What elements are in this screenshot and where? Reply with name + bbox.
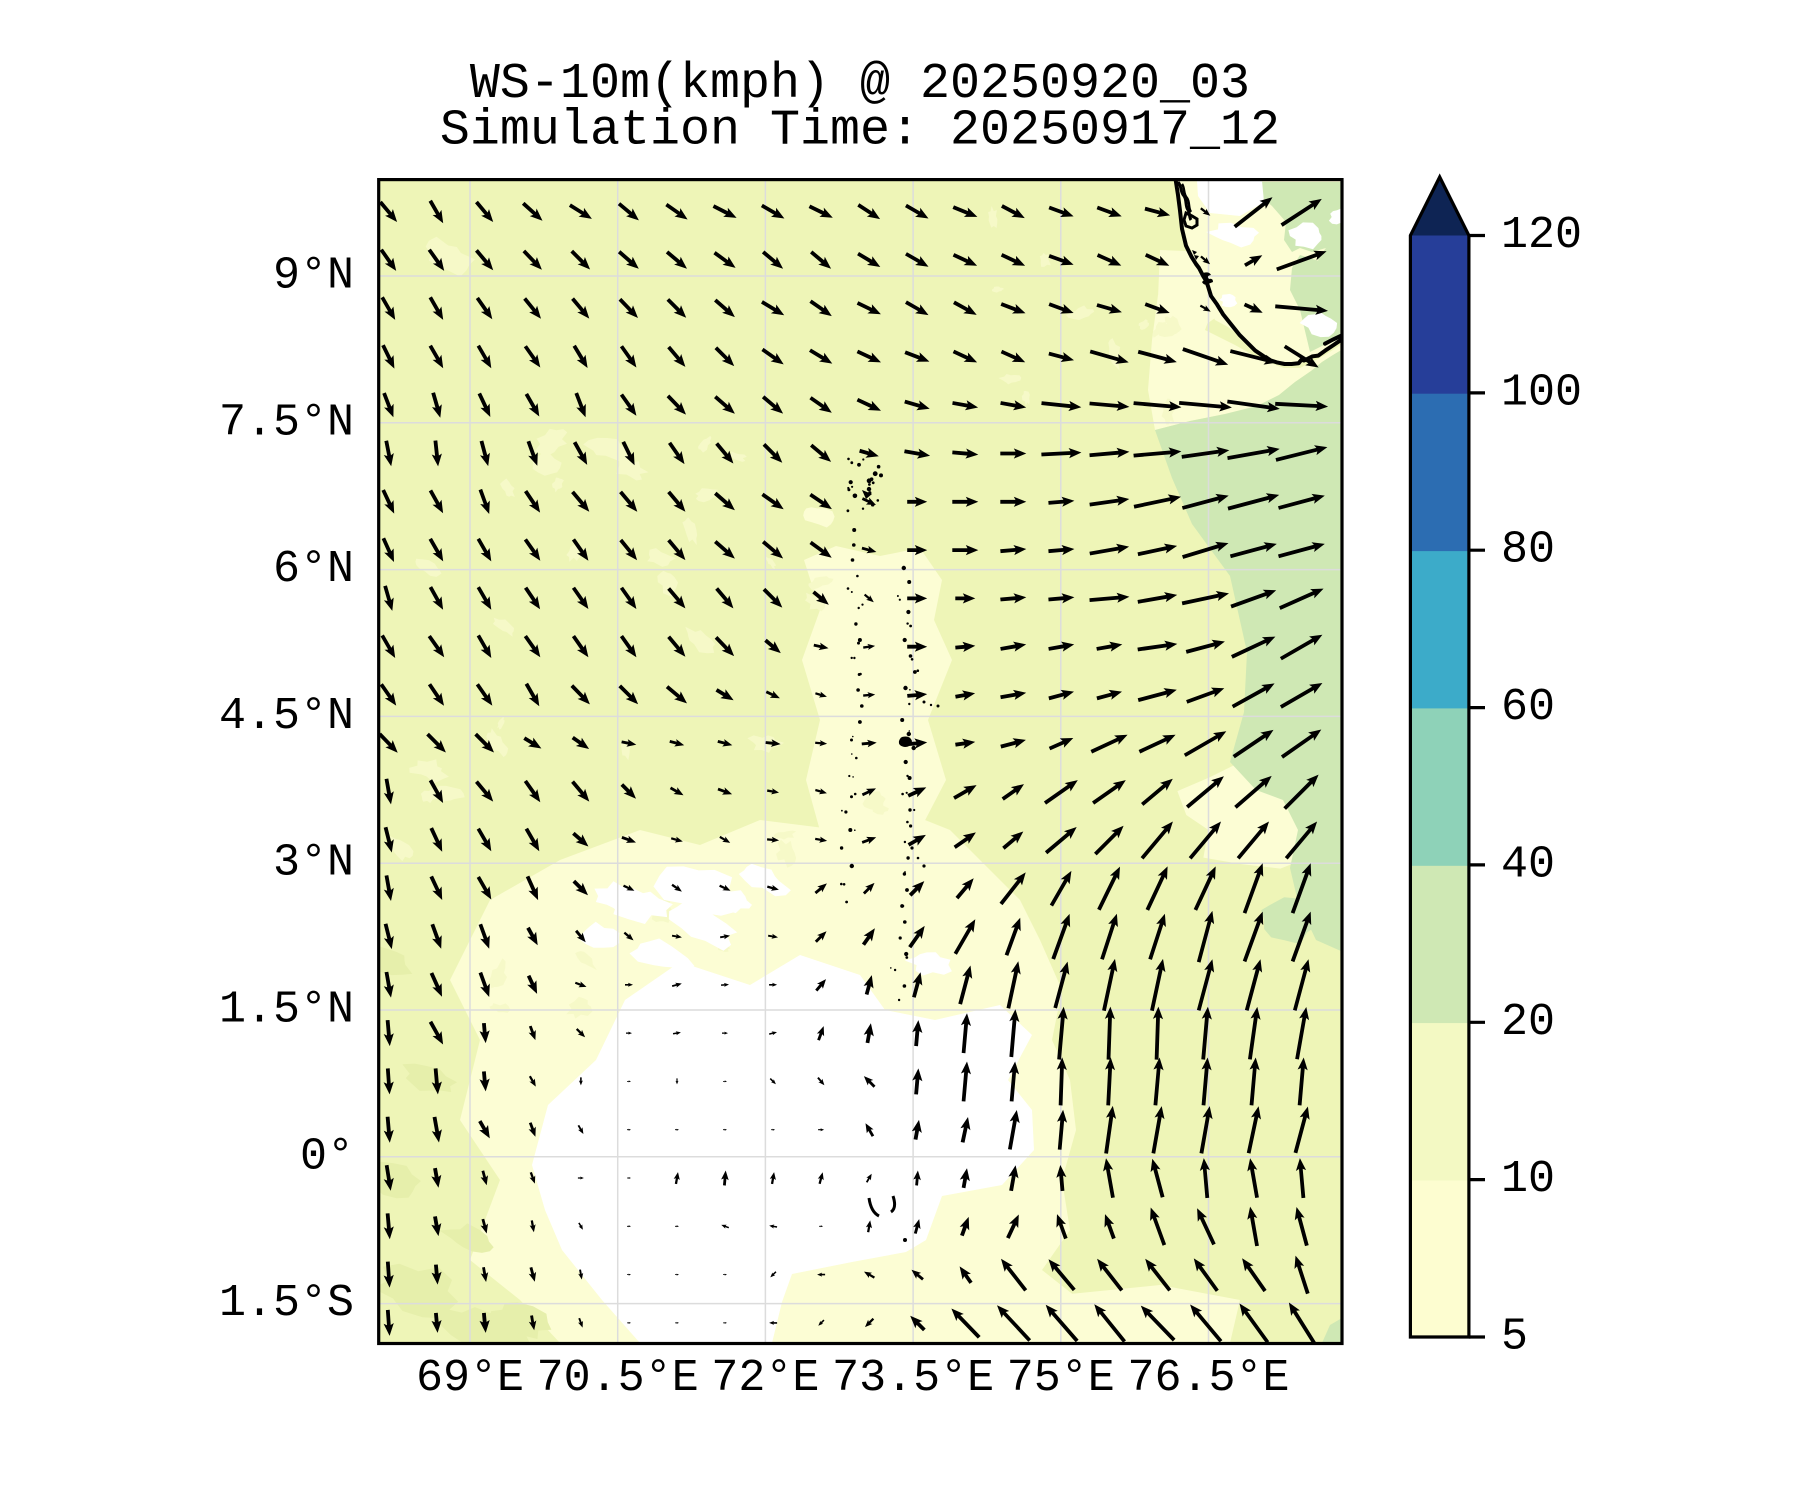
svg-text:75°E: 75°E <box>1007 1353 1115 1404</box>
svg-text:72°E: 72°E <box>711 1353 819 1404</box>
svg-text:4.5°N: 4.5°N <box>219 691 354 742</box>
svg-text:120: 120 <box>1501 210 1582 261</box>
svg-text:Simulation Time: 20250917_12: Simulation Time: 20250917_12 <box>440 103 1280 160</box>
svg-text:6°N: 6°N <box>273 544 354 595</box>
svg-text:WS-10m(kmph) @ 20250920_03: WS-10m(kmph) @ 20250920_03 <box>470 56 1250 113</box>
svg-text:100: 100 <box>1501 367 1582 418</box>
svg-text:7.5°N: 7.5°N <box>219 397 354 448</box>
svg-text:10: 10 <box>1501 1154 1555 1205</box>
svg-text:40: 40 <box>1501 839 1555 890</box>
svg-text:20: 20 <box>1501 997 1555 1048</box>
svg-text:3°N: 3°N <box>273 838 354 889</box>
svg-text:76.5°E: 76.5°E <box>1127 1353 1289 1404</box>
svg-text:70.5°E: 70.5°E <box>537 1353 699 1404</box>
svg-text:5: 5 <box>1501 1312 1528 1363</box>
svg-text:9°N: 9°N <box>273 251 354 302</box>
svg-text:80: 80 <box>1501 525 1555 576</box>
svg-text:1.5°S: 1.5°S <box>219 1278 354 1329</box>
svg-text:1.5°N: 1.5°N <box>219 985 354 1036</box>
svg-text:0°: 0° <box>300 1131 354 1182</box>
svg-text:60: 60 <box>1501 682 1555 733</box>
svg-text:73.5°E: 73.5°E <box>832 1353 994 1404</box>
svg-text:69°E: 69°E <box>416 1353 524 1404</box>
